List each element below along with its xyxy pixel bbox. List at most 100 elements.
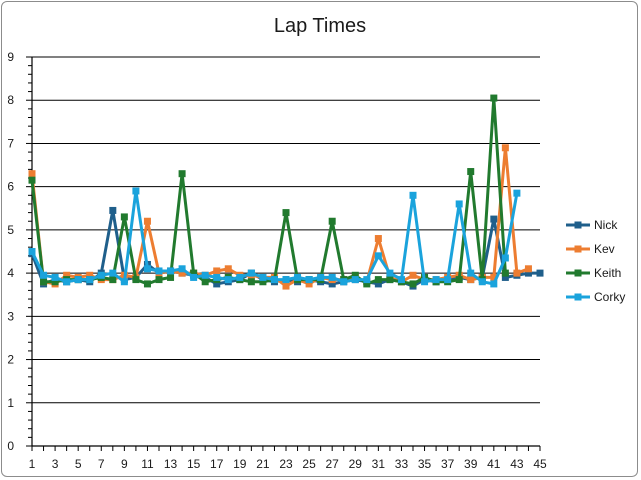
data-point-kev [213, 267, 221, 275]
data-point-keith [501, 269, 509, 277]
data-point-corky [155, 267, 163, 275]
legend-item-corky: Corky [566, 290, 625, 304]
y-tick-label: 0 [7, 439, 14, 453]
data-point-corky [143, 265, 151, 273]
data-point-corky [513, 189, 521, 197]
data-point-corky [409, 191, 417, 199]
legend-label: Corky [594, 290, 625, 304]
x-tick-label: 19 [233, 457, 247, 471]
y-tick-label: 9 [7, 50, 14, 64]
data-point-kev [467, 276, 475, 284]
data-point-nick [109, 206, 117, 214]
data-point-corky [432, 276, 440, 284]
data-point-corky [213, 273, 221, 281]
data-point-corky [247, 269, 255, 277]
data-point-corky [501, 254, 509, 262]
data-point-corky [351, 276, 359, 284]
legend-item-kev: Kev [566, 242, 615, 256]
series-line-kev [30, 146, 530, 288]
data-point-corky [317, 273, 325, 281]
data-point-keith [167, 273, 175, 281]
data-point-kev [501, 144, 509, 152]
data-point-nick [536, 269, 544, 277]
data-point-corky [190, 273, 198, 281]
legend-label: Keith [594, 266, 621, 280]
data-point-corky [201, 271, 209, 279]
data-point-keith [374, 276, 382, 284]
x-tick-label: 41 [487, 457, 501, 471]
data-point-kev [490, 273, 498, 281]
data-point-keith [190, 269, 198, 277]
data-point-keith [409, 280, 417, 288]
series-keith [28, 94, 509, 288]
data-point-corky [478, 278, 486, 286]
data-point-corky [51, 273, 59, 281]
data-point-kev [28, 170, 36, 178]
data-point-keith [51, 278, 59, 286]
data-point-corky [455, 200, 463, 208]
x-tick-label: 1 [29, 457, 36, 471]
data-point-keith [201, 278, 209, 286]
legend-label: Nick [594, 218, 618, 232]
x-tick-label: 39 [464, 457, 478, 471]
data-point-corky [490, 280, 498, 288]
x-tick-label: 17 [210, 457, 224, 471]
data-point-corky [421, 278, 429, 286]
data-point-corky [386, 269, 394, 277]
legend-item-nick: Nick [566, 218, 618, 232]
y-tick-label: 3 [7, 309, 14, 323]
legend-swatch-marker [574, 245, 582, 253]
data-point-corky [363, 276, 371, 284]
y-tick-label: 7 [7, 136, 14, 150]
data-point-nick [328, 280, 336, 288]
x-tick-label: 35 [418, 457, 432, 471]
data-point-keith [247, 278, 255, 286]
y-tick-label: 5 [7, 223, 14, 237]
legend-swatch-marker [574, 221, 582, 229]
data-point-corky [236, 273, 244, 281]
data-point-corky [259, 273, 267, 281]
y-tick-label: 1 [7, 396, 14, 410]
data-point-corky [270, 276, 278, 284]
x-tick-label: 25 [302, 457, 316, 471]
x-tick-label: 9 [121, 457, 128, 471]
data-point-corky [132, 187, 140, 195]
legend-label: Kev [594, 242, 615, 256]
data-point-corky [444, 276, 452, 284]
series-corky [28, 187, 521, 288]
data-point-kev [86, 271, 94, 279]
x-tick-label: 21 [256, 457, 270, 471]
x-tick-label: 15 [187, 457, 201, 471]
chart-title: Lap Times [274, 15, 366, 37]
data-point-keith [143, 280, 151, 288]
legend: Nick Kev Keith Corky [566, 218, 625, 304]
y-axis-labels: 0 1 2 3 4 5 6 7 8 9 [7, 50, 14, 453]
x-axis-labels: 1 3 5 7 9 11 13 15 17 19 21 23 25 27 29 31 33 35 37 39 41 43 4… [29, 457, 547, 471]
data-point-nick [490, 215, 498, 223]
x-tick-label: 29 [349, 457, 363, 471]
data-point-kev [524, 265, 532, 273]
data-point-kev [178, 269, 186, 277]
data-point-keith [40, 278, 48, 286]
series-layer [28, 94, 544, 290]
data-point-kev [143, 217, 151, 225]
data-point-kev [63, 271, 71, 279]
y-tick-label: 6 [7, 180, 14, 194]
data-point-corky [74, 276, 82, 284]
data-point-keith [28, 176, 36, 184]
x-tick-label: 11 [141, 457, 154, 471]
data-point-corky [282, 276, 290, 284]
x-tick-label: 43 [510, 457, 524, 471]
y-tick-label: 2 [7, 353, 14, 367]
data-point-nick [501, 273, 509, 281]
data-point-keith [467, 168, 475, 176]
data-point-kev [513, 269, 521, 277]
x-tick-label: 3 [52, 457, 59, 471]
x-tick-label: 23 [279, 457, 293, 471]
data-point-nick [524, 269, 532, 277]
data-point-keith [132, 276, 140, 284]
x-tick-label: 33 [395, 457, 409, 471]
data-point-corky [294, 273, 302, 281]
data-point-keith [282, 209, 290, 217]
data-point-nick [213, 280, 221, 288]
